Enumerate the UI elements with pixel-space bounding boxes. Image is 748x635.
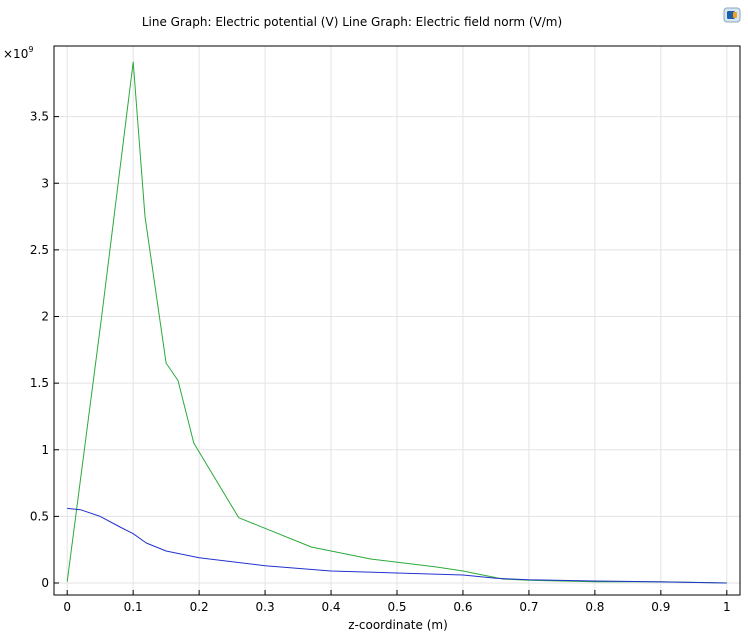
y-axis-multiplier: ×109 bbox=[3, 45, 33, 61]
chart-title: Line Graph: Electric potential (V) Line … bbox=[142, 15, 562, 29]
series-line-2 bbox=[67, 507, 727, 584]
plot-series bbox=[66, 61, 727, 584]
x-tick-label: 0.7 bbox=[519, 600, 538, 614]
x-tick-label: 0.8 bbox=[585, 600, 604, 614]
y-tick-label: 0 bbox=[41, 576, 49, 590]
y-tick-label: 0.5 bbox=[30, 509, 49, 523]
x-tick-label: 0.5 bbox=[387, 600, 406, 614]
y-tick-label: 2.5 bbox=[30, 243, 49, 257]
x-tick-label: 0.3 bbox=[256, 600, 275, 614]
app-logo-icon bbox=[723, 6, 741, 24]
y-tick-label: 3.5 bbox=[30, 110, 49, 124]
axis-ticks: 0 0.1 0.2 0.3 0.4 0.5 0.6 0.7 0.8 0.9 1 0 0.5 1 1.5 2 2.… bbox=[30, 110, 731, 614]
x-tick-label: 0.6 bbox=[453, 600, 472, 614]
x-axis-label: z-coordinate (m) bbox=[348, 618, 448, 632]
x-tick-label: 0.9 bbox=[651, 600, 670, 614]
y-multiplier-text: ×10 bbox=[3, 47, 28, 61]
x-tick-label: 0.1 bbox=[124, 600, 143, 614]
series-line-1 bbox=[66, 61, 727, 584]
y-multiplier-exponent: 9 bbox=[28, 45, 33, 54]
x-tick-label: 0.4 bbox=[321, 600, 340, 614]
grid bbox=[54, 46, 740, 595]
y-tick-label: 1.5 bbox=[30, 376, 49, 390]
x-tick-label: 0 bbox=[63, 600, 71, 614]
x-tick-label: 0.2 bbox=[190, 600, 209, 614]
y-tick-label: 2 bbox=[41, 310, 49, 324]
y-tick-label: 1 bbox=[41, 443, 49, 457]
y-tick-label: 3 bbox=[41, 176, 49, 190]
x-tick-label: 1 bbox=[723, 600, 731, 614]
